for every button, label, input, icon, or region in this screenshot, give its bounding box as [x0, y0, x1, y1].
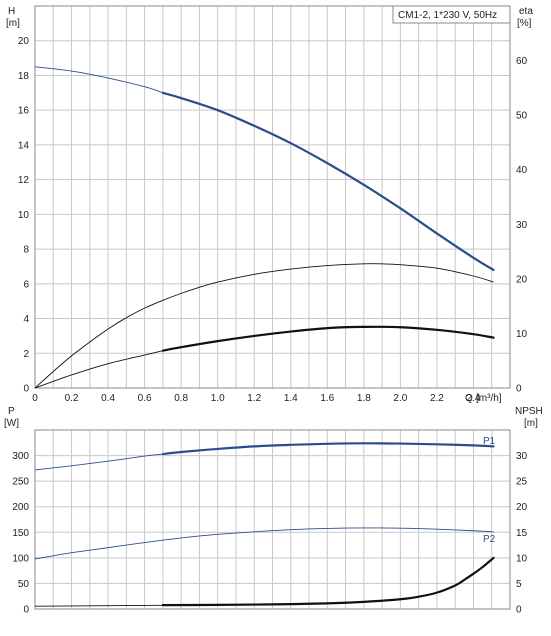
curve-1-thin-line — [34, 66, 164, 94]
x-axis-tick-label: 0.6 — [138, 393, 152, 404]
right-axis-tick-label: 30 — [516, 220, 528, 231]
p1-thin-line — [34, 453, 163, 471]
series-label-p2: P2 — [483, 534, 496, 545]
x-axis-tick-label: 0 — [32, 393, 38, 404]
top-right-axis-title: eta — [519, 6, 533, 17]
right-axis-tick-label: 50 — [516, 111, 528, 122]
bottom-right-axis-title: NPSH — [515, 406, 543, 417]
curve-3-thick-line — [161, 556, 495, 607]
right-axis-tick-label: 0 — [516, 384, 522, 395]
right-axis-tick-label: 0 — [516, 605, 522, 616]
bottom-left-axis-title: P — [8, 406, 15, 417]
x-axis-tick-label: 1.0 — [211, 393, 225, 404]
left-axis-tick-label: 2 — [23, 349, 29, 360]
pump-title-box: CM1-2, 1*230 V, 50Hz — [392, 5, 511, 24]
left-axis-tick-label: 10 — [18, 210, 30, 221]
x-axis-tick-label: 2.4 — [467, 393, 481, 404]
right-axis-tick-label: 20 — [516, 274, 528, 285]
left-axis-tick-label: 250 — [12, 477, 29, 488]
curve-3-thin-line — [34, 350, 163, 389]
x-axis-tick-label: 0.8 — [174, 393, 188, 404]
right-axis-tick-label: 40 — [516, 165, 528, 176]
curve-3-thick-line — [161, 325, 495, 352]
x-axis-tick-label: 1.2 — [247, 393, 261, 404]
series-label-p1: P1 — [483, 436, 496, 447]
right-axis-tick-label: 60 — [516, 56, 528, 67]
pump-title-text: CM1-2, 1*230 V, 50Hz — [398, 10, 497, 21]
bottom-chart: 0 50 100 150 200 250 300 0 5 10 15 20 25 30 P [W] NPS… — [4, 406, 543, 616]
bottom-curves — [34, 442, 495, 607]
top-curves — [34, 66, 495, 389]
x-axis-tick-label: 1.8 — [357, 393, 371, 404]
top-chart: 0 2 4 6 8 10 12 14 16 18 20 0 10 20 30 40 50 60 0 0.2 0.4 0.6… — [6, 5, 533, 404]
left-axis-tick-label: 18 — [18, 71, 30, 82]
top-left-axis-title: H — [8, 6, 15, 17]
right-axis-tick-label: 5 — [516, 579, 522, 590]
left-axis-tick-label: 0 — [23, 384, 29, 395]
left-axis-tick-label: 20 — [18, 36, 30, 47]
x-axis-title: Q — [465, 393, 473, 404]
x-axis-tick-label: 0.2 — [65, 393, 79, 404]
right-axis-tick-label: 10 — [516, 553, 528, 564]
left-axis-tick-label: 8 — [23, 245, 29, 256]
top-tick-labels: 0 2 4 6 8 10 12 14 16 18 20 0 10 20 30 40 50 60 0 0.2 0.4 0.6… — [18, 36, 528, 404]
left-axis-tick-label: 12 — [18, 175, 30, 186]
left-axis-tick-label: 0 — [23, 605, 29, 616]
left-axis-tick-label: 100 — [12, 553, 29, 564]
left-axis-tick-label: 300 — [12, 451, 29, 462]
x-axis-tick-label: 1.6 — [320, 393, 334, 404]
curve-1-thick-line — [161, 91, 495, 272]
bottom-left-axis-unit: [W] — [4, 418, 19, 429]
x-axis-tick-label: 0.4 — [101, 393, 115, 404]
right-axis-tick-label: 20 — [516, 502, 528, 513]
p1-thick-line — [161, 442, 495, 456]
curve-2-thin-line — [34, 263, 494, 389]
x-axis-unit: [m³/h] — [476, 393, 502, 404]
x-axis-tick-label: 2.2 — [430, 393, 444, 404]
left-axis-tick-label: 200 — [12, 502, 29, 513]
left-axis-tick-label: 16 — [18, 106, 30, 117]
top-right-axis-unit: [%] — [517, 18, 532, 29]
p2-thin-line — [34, 527, 494, 560]
left-axis-tick-label: 4 — [23, 314, 29, 325]
bottom-gridlines — [35, 430, 510, 609]
left-axis-tick-label: 14 — [18, 140, 30, 151]
x-axis-tick-label: 2.0 — [393, 393, 407, 404]
top-left-axis-unit: [m] — [6, 18, 20, 29]
x-axis-tick-label: 1.4 — [284, 393, 298, 404]
right-axis-tick-label: 15 — [516, 528, 528, 539]
curve-3-thin-line — [34, 604, 163, 607]
right-axis-tick-label: 30 — [516, 451, 528, 462]
bottom-tick-labels: 0 50 100 150 200 250 300 0 5 10 15 20 25 30 — [12, 451, 527, 615]
left-axis-tick-label: 150 — [12, 528, 29, 539]
left-axis-tick-label: 50 — [18, 579, 30, 590]
left-axis-tick-label: 6 — [23, 279, 29, 290]
right-axis-tick-label: 10 — [516, 329, 528, 340]
right-axis-tick-label: 25 — [516, 477, 528, 488]
bottom-right-axis-unit: [m] — [524, 418, 538, 429]
